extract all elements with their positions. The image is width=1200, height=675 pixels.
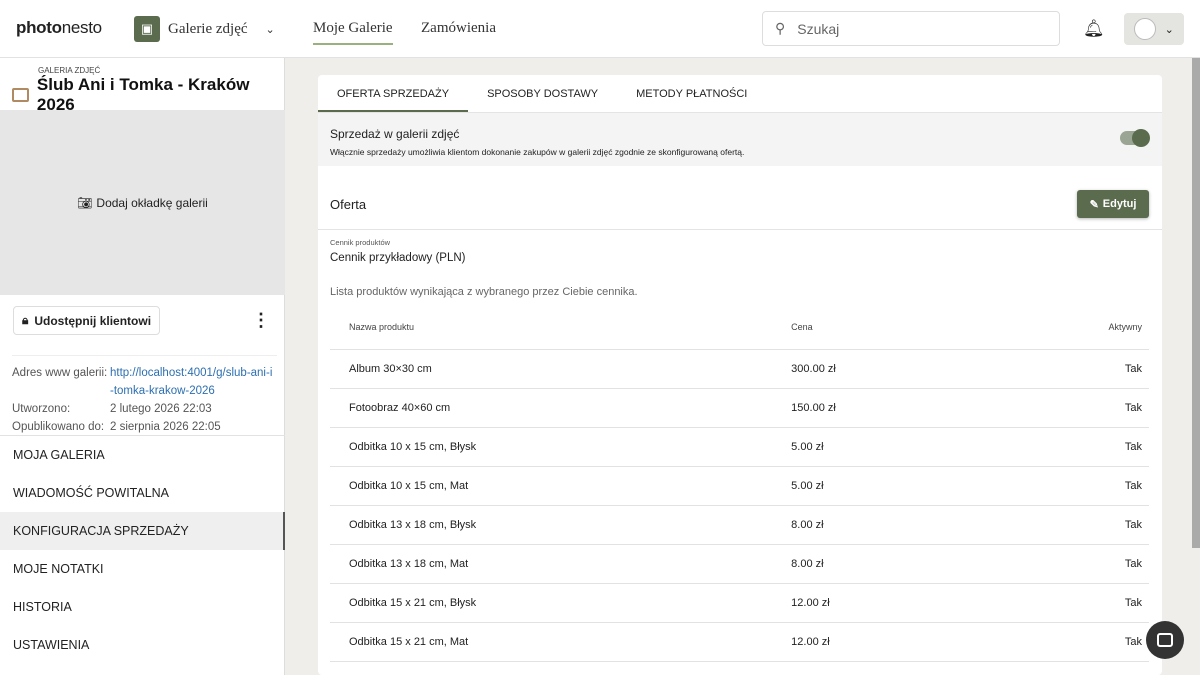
sidebar-item-konfiguracja-sprzedazy[interactable]: Konfiguracja sprzedaży: [0, 512, 285, 550]
table-row: Odbitka 13 x 18 cm, Błysk 8.00 zł Tak: [330, 505, 1149, 545]
gallery-title: Ślub Ani i Tomka - Kraków 2026: [36, 75, 250, 114]
product-active: Tak: [1021, 427, 1149, 467]
tab-oferta-sprzedazy[interactable]: OFERTA SPRZEDAŻY: [318, 75, 469, 112]
sidebar-item-moje-notatki[interactable]: Moje notatki: [13, 562, 104, 576]
gallery-url-link[interactable]: http://localhost:4001/g/slub-ani-i-tomka…: [110, 367, 273, 397]
sales-toggle[interactable]: [1120, 129, 1150, 147]
logo[interactable]: photonesto: [16, 18, 102, 37]
user-menu[interactable]: ⌄: [1124, 13, 1184, 45]
product-price: 150.00 zł: [791, 388, 1022, 428]
sidebar-item-wiadomosc-powitalna[interactable]: Wiadomość powitalna: [13, 486, 170, 500]
products-table: Nazwa produktu Cena Aktywny Album 30×30 …: [330, 305, 1149, 662]
sidebar: GALERIA ZDJĘĆ Ślub Ani i Tomka - Kraków …: [0, 58, 285, 675]
product-active: Tak: [1021, 544, 1149, 584]
share-client-button[interactable]: 🔒︎ Udostępnij klientowi: [13, 306, 160, 335]
gallery-app-icon: ▣: [134, 16, 160, 42]
sidebar-item-moja-galeria[interactable]: Moja galeria: [13, 448, 105, 462]
product-name: Album 30×30 cm: [330, 349, 792, 389]
product-price: 8.00 zł: [791, 544, 1022, 584]
add-cover-button[interactable]: 📷︎ Dodaj okładkę galerii: [0, 110, 285, 295]
product-price: 12.00 zł: [791, 622, 1022, 662]
table-row: Album 30×30 cm 300.00 zł Tak: [330, 349, 1149, 389]
table-row: Odbitka 10 x 15 cm, Mat 5.00 zł Tak: [330, 466, 1149, 506]
chevron-down-icon: ⌄: [265, 23, 275, 36]
product-price: 12.00 zł: [791, 583, 1022, 623]
product-name: Odbitka 10 x 15 cm, Błysk: [330, 427, 792, 467]
table-row: Fotoobraz 40×60 cm 150.00 zł Tak: [330, 388, 1149, 428]
nav-zamowienia[interactable]: Zamówienia: [421, 20, 496, 36]
sidebar-item-ustawienia[interactable]: Ustawienia: [13, 638, 90, 652]
product-active: Tak: [1021, 388, 1149, 428]
search-icon: ⚲: [775, 20, 786, 36]
top-bar: photonesto ▣ Galerie zdjęć ⌄ Moje Galerie …: [0, 0, 1200, 58]
image-icon: [12, 88, 29, 102]
lock-icon: 🔒︎: [21, 313, 29, 327]
product-name: Odbitka 10 x 15 cm, Mat: [330, 466, 792, 506]
sales-config-card: OFERTA SPRZEDAŻY SPOSOBY DOSTAWY METODY …: [318, 75, 1162, 675]
offer-heading: Oferta: [330, 197, 367, 212]
product-price: 5.00 zł: [791, 466, 1022, 506]
table-row: Odbitka 15 x 21 cm, Błysk 12.00 zł Tak: [330, 583, 1149, 623]
product-active: Tak: [1021, 583, 1149, 623]
sales-toggle-section: Sprzedaż w galerii zdjęć Włącznie sprzed…: [318, 113, 1162, 166]
product-name: Odbitka 13 x 18 cm, Mat: [330, 544, 792, 584]
product-price: 300.00 zł: [791, 349, 1022, 389]
sidebar-menu: Moja galeria Wiadomość powitalna Konfigu…: [0, 435, 285, 664]
search-input[interactable]: ⚲ Szukaj: [762, 11, 1060, 46]
edit-button[interactable]: ✎ Edytuj: [1077, 190, 1149, 218]
tab-sposoby-dostawy[interactable]: SPOSOBY DOSTAWY: [487, 88, 599, 100]
gallery-meta: Adres www galerii: http://localhost:4001/…: [12, 355, 277, 436]
nav-moje-galerie[interactable]: Moje Galerie: [313, 20, 393, 45]
app-switcher[interactable]: ▣ Galerie zdjęć ⌄: [134, 16, 275, 42]
avatar: [1134, 18, 1157, 40]
pencil-icon: ✎: [1089, 198, 1099, 211]
product-name: Odbitka 15 x 21 cm, Błysk: [330, 583, 792, 623]
product-price: 5.00 zł: [791, 427, 1022, 467]
scrollbar[interactable]: [1192, 58, 1200, 548]
product-name: Odbitka 15 x 21 cm, Mat: [330, 622, 792, 662]
product-active: Tak: [1021, 505, 1149, 545]
chat-button[interactable]: [1146, 621, 1184, 659]
bell-icon[interactable]: 🔔︎: [1083, 19, 1105, 38]
chevron-down-icon: ⌄: [1164, 23, 1174, 36]
product-active: Tak: [1021, 349, 1149, 389]
product-name: Odbitka 13 x 18 cm, Błysk: [330, 505, 792, 545]
table-row: Odbitka 15 x 21 cm, Mat 12.00 zł Tak: [330, 622, 1149, 662]
product-name: Fotoobraz 40×60 cm: [330, 388, 792, 428]
chat-icon: [1157, 633, 1173, 647]
table-row: Odbitka 10 x 15 cm, Błysk 5.00 zł Tak: [330, 427, 1149, 467]
table-row: Odbitka 13 x 18 cm, Mat 8.00 zł Tak: [330, 544, 1149, 584]
pricelist-value: Cennik przykładowy (PLN): [330, 252, 466, 264]
tab-metody-platnosci[interactable]: METODY PŁATNOŚCI: [636, 88, 748, 100]
product-active: Tak: [1021, 622, 1149, 662]
more-options-icon[interactable]: ⋮: [252, 310, 270, 330]
camera-icon: 📷︎: [77, 195, 93, 210]
sidebar-item-historia[interactable]: Historia: [13, 600, 72, 614]
gallery-type-label: GALERIA ZDJĘĆ: [38, 66, 101, 75]
product-active: Tak: [1021, 466, 1149, 506]
product-price: 8.00 zł: [791, 505, 1022, 545]
